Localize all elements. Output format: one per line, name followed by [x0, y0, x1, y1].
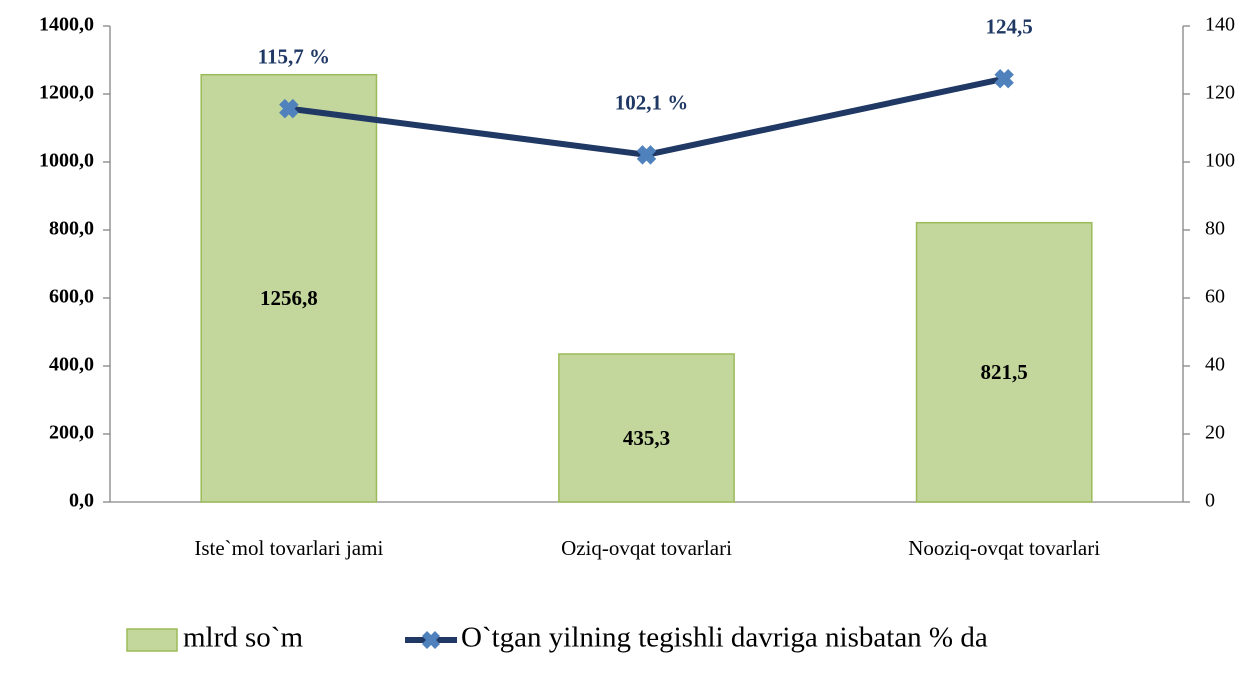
bar: [915, 221, 1093, 503]
y-tick-label: 1400,0: [39, 14, 94, 36]
x-tick-label: Iste`mol tovarlari jami: [194, 536, 383, 560]
y-tick-label: 400,0: [49, 354, 94, 376]
bar-value-label: 1256,8: [260, 286, 318, 310]
y-tick-label: 600,0: [49, 286, 94, 308]
line-value-label: 124,5: [986, 15, 1033, 39]
y2-tick-label: 100: [1205, 150, 1235, 172]
legend-swatch: [126, 628, 178, 652]
bar-value-label: 821,5: [981, 360, 1028, 384]
bar: [558, 353, 735, 503]
y2-tick-label: 0: [1205, 490, 1215, 512]
x-tick-label: Oziq-ovqat tovarlari: [561, 536, 732, 560]
y2-tick-label: 80: [1205, 218, 1225, 240]
bar-value-label: 435,3: [623, 426, 670, 450]
y2-tick-label: 20: [1205, 422, 1225, 444]
y-tick-label: 1200,0: [39, 82, 94, 104]
y2-tick-label: 140: [1205, 14, 1235, 36]
line-value-label: 102,1 %: [615, 91, 689, 115]
bar: [200, 73, 378, 503]
y-tick-label: 1000,0: [39, 150, 94, 172]
legend-label: O`tgan yilning tegishli davriga nisbatan…: [461, 622, 988, 654]
legend-label: mlrd so`m: [183, 622, 303, 654]
line-marker: [994, 68, 1014, 89]
x-tick-label: Nooziq-ovqat tovarlari: [908, 536, 1100, 560]
y-tick-label: 800,0: [49, 218, 94, 240]
y2-tick-label: 40: [1205, 354, 1225, 376]
legend-marker: [422, 631, 440, 649]
line-value-label: 115,7 %: [258, 44, 330, 68]
y2-tick-label: 60: [1205, 286, 1225, 308]
y2-tick-label: 120: [1205, 82, 1235, 104]
line-marker: [279, 98, 299, 119]
line-marker: [636, 145, 657, 165]
y-tick-label: 0,0: [69, 490, 94, 512]
y-tick-label: 200,0: [49, 422, 94, 444]
